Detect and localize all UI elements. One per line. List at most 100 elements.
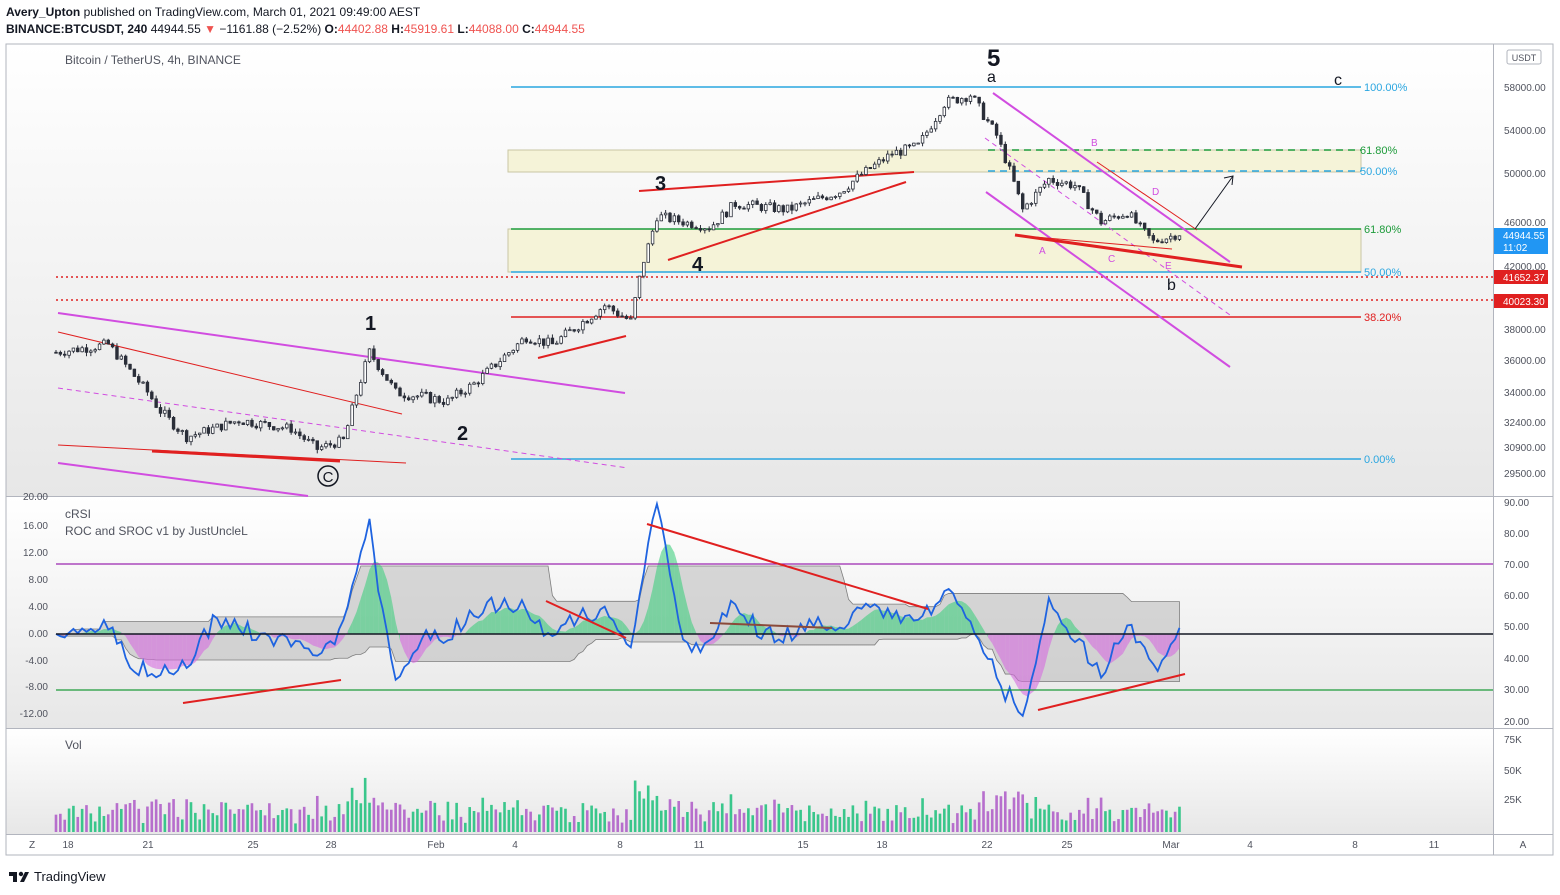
candle-body[interactable] (711, 224, 716, 231)
volume-bar[interactable] (982, 791, 985, 832)
candle-body[interactable] (572, 329, 576, 332)
volume-bar[interactable] (176, 816, 180, 832)
volume-bar[interactable] (1121, 810, 1125, 832)
volume-bar[interactable] (315, 795, 319, 832)
candle-body[interactable] (946, 96, 951, 108)
volume-bar[interactable] (816, 814, 820, 832)
volume-bar[interactable] (808, 805, 811, 832)
volume-bar[interactable] (255, 810, 258, 832)
candle-body[interactable] (620, 315, 624, 318)
publisher-name[interactable]: Avery_Upton (6, 5, 81, 19)
candle-body[interactable] (1077, 185, 1082, 188)
volume-bar[interactable] (124, 804, 127, 832)
volume-bar[interactable] (1030, 818, 1033, 832)
volume-bar[interactable] (329, 820, 332, 832)
volume-bar[interactable] (546, 805, 550, 832)
volume-bar[interactable] (577, 821, 580, 832)
candle-body[interactable] (703, 228, 707, 231)
candle-body[interactable] (363, 361, 367, 383)
volume-bar[interactable] (551, 807, 554, 832)
volume-bar[interactable] (1056, 812, 1059, 832)
candle-body[interactable] (258, 421, 263, 429)
candle-body[interactable] (659, 214, 663, 222)
divergence-line[interactable] (1037, 673, 1186, 711)
volume-bar[interactable] (355, 800, 358, 832)
volume-bar[interactable] (276, 815, 280, 832)
volume-bar[interactable] (742, 812, 746, 832)
wave-label-1[interactable]: 1 (365, 313, 376, 335)
candle-body[interactable] (1064, 181, 1068, 184)
volume-bar[interactable] (106, 814, 110, 832)
volume-series[interactable] (54, 777, 1181, 832)
volume-bar[interactable] (342, 814, 345, 832)
volume-bar[interactable] (455, 802, 458, 832)
candle-body[interactable] (1147, 228, 1151, 236)
candle-body[interactable] (794, 203, 798, 211)
candle-body[interactable] (237, 421, 241, 424)
volume-bar[interactable] (734, 814, 737, 832)
candle-body[interactable] (472, 382, 476, 385)
candle-body[interactable] (1121, 215, 1125, 219)
volume-bar[interactable] (76, 816, 80, 832)
candle-body[interactable] (145, 381, 150, 393)
candle-body[interactable] (481, 373, 485, 384)
volume-bar[interactable] (625, 809, 628, 832)
wave-label-a[interactable]: a (987, 69, 996, 86)
candle-body[interactable] (441, 401, 446, 405)
volume-bar[interactable] (964, 812, 968, 832)
volume-bar[interactable] (1108, 809, 1112, 832)
candle-body[interactable] (1116, 216, 1121, 219)
volume-bar[interactable] (629, 819, 633, 832)
volume-bar[interactable] (612, 808, 615, 832)
candle-body[interactable] (324, 443, 328, 448)
candle-body[interactable] (454, 389, 459, 398)
volume-bar[interactable] (677, 801, 681, 832)
volume-bar[interactable] (1086, 797, 1090, 832)
candle-body[interactable] (833, 196, 838, 198)
candle-body[interactable] (585, 321, 589, 324)
volume-bar[interactable] (490, 804, 493, 832)
candle-body[interactable] (272, 426, 276, 431)
candle-body[interactable] (1051, 177, 1055, 183)
candle-body[interactable] (446, 397, 450, 405)
candle-body[interactable] (581, 321, 585, 331)
volume-bar[interactable] (960, 805, 964, 832)
candle-body[interactable] (250, 419, 254, 427)
candle-body[interactable] (1034, 191, 1038, 204)
candle-body[interactable] (916, 142, 920, 145)
candle-body[interactable] (332, 444, 337, 448)
candle-body[interactable] (890, 153, 894, 156)
volume-bar[interactable] (263, 815, 267, 832)
volume-bar[interactable] (429, 800, 432, 832)
volume-bar[interactable] (259, 810, 262, 832)
volume-bar[interactable] (442, 820, 445, 832)
candle-body[interactable] (346, 425, 350, 440)
volume-bar[interactable] (359, 803, 363, 832)
candle-body[interactable] (907, 144, 912, 147)
triangle-base-line[interactable] (1014, 233, 1243, 269)
volume-bar[interactable] (268, 803, 271, 832)
volume-bar[interactable] (381, 802, 384, 832)
candle-body[interactable] (285, 423, 289, 429)
volume-bar[interactable] (659, 810, 663, 832)
volume-bar[interactable] (185, 799, 188, 832)
candle-body[interactable] (555, 342, 559, 345)
volume-bar[interactable] (690, 801, 694, 832)
volume-bar[interactable] (215, 815, 219, 832)
candle-body[interactable] (1090, 208, 1095, 211)
volume-bar[interactable] (416, 808, 419, 832)
volume-bar[interactable] (477, 812, 480, 832)
candle-body[interactable] (507, 352, 511, 356)
volume-bar[interactable] (307, 814, 310, 832)
volume-bar[interactable] (590, 805, 593, 832)
volume-bar[interactable] (564, 808, 567, 832)
candle-body[interactable] (1081, 186, 1086, 193)
candle-body[interactable] (137, 376, 141, 383)
volume-bar[interactable] (1130, 807, 1133, 832)
candle-body[interactable] (994, 123, 999, 136)
candle-body[interactable] (1160, 241, 1164, 244)
divergence-line[interactable] (545, 600, 627, 639)
candle-body[interactable] (1112, 215, 1116, 218)
volume-bar[interactable] (407, 817, 411, 832)
candle-body[interactable] (502, 354, 507, 362)
